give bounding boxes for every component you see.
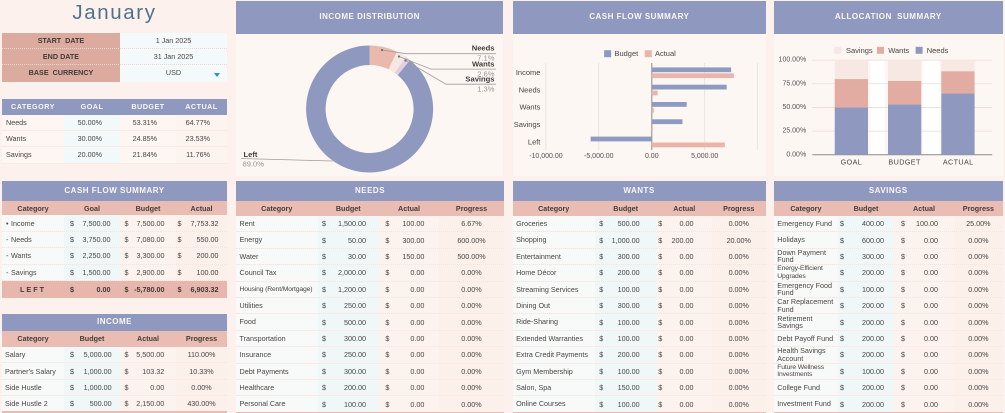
- svg-text:75.00%: 75.00%: [782, 80, 806, 87]
- svg-text:Budget: Budget: [614, 49, 639, 58]
- svg-text:Savings: Savings: [514, 119, 541, 128]
- svg-text:BUDGET: BUDGET: [888, 157, 921, 166]
- svg-text:Wants: Wants: [472, 59, 494, 68]
- svg-text:Needs: Needs: [926, 45, 948, 54]
- svg-text:100.00%: 100.00%: [778, 56, 806, 63]
- svg-text:Wants: Wants: [888, 45, 909, 54]
- svg-text:Savings: Savings: [846, 45, 873, 54]
- svg-text:-10,000.00: -10,000.00: [529, 152, 563, 159]
- svg-text:5,000.00: 5,000.00: [691, 152, 718, 159]
- svg-text:Needs: Needs: [519, 85, 541, 94]
- svg-text:Needs: Needs: [472, 43, 495, 52]
- svg-text:Wants: Wants: [519, 102, 540, 111]
- svg-text:Savings: Savings: [466, 74, 495, 83]
- svg-text:ACTUAL: ACTUAL: [943, 157, 974, 166]
- svg-text:0.00: 0.00: [645, 152, 659, 159]
- svg-text:Actual: Actual: [655, 49, 676, 58]
- svg-text:-5,000.00: -5,000.00: [584, 152, 614, 159]
- svg-text:Left: Left: [244, 149, 258, 158]
- svg-text:1.3%: 1.3%: [478, 84, 496, 93]
- svg-text:25.00%: 25.00%: [782, 127, 806, 134]
- svg-text:Income: Income: [516, 68, 541, 77]
- svg-text:2.6%: 2.6%: [478, 69, 496, 78]
- svg-text:50.00%: 50.00%: [782, 103, 806, 110]
- svg-text:0.00%: 0.00%: [786, 151, 806, 158]
- svg-text:GOAL: GOAL: [840, 157, 862, 166]
- svg-text:Left: Left: [528, 137, 541, 146]
- svg-text:7.1%: 7.1%: [478, 53, 496, 62]
- svg-text:89.0%: 89.0%: [243, 159, 265, 168]
